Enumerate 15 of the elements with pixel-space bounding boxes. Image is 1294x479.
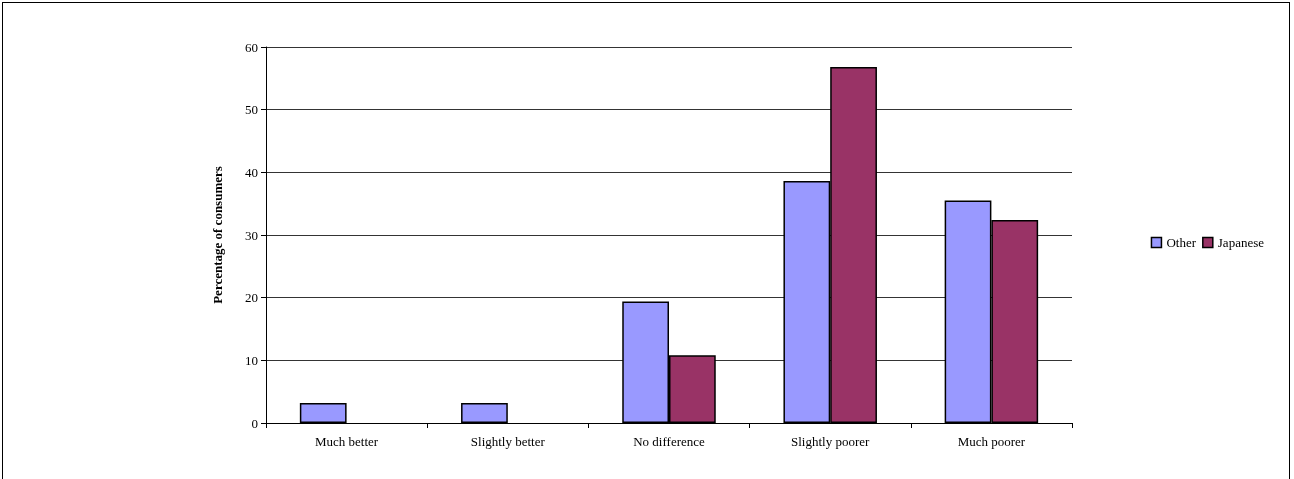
x-tick-label: Much poorer [957,434,1026,449]
x-tick-label: Much better [315,434,379,449]
y-tick-label: 60 [245,39,258,55]
y-tick-label: 30 [245,227,258,243]
legend-label: Japanese [1217,235,1265,250]
y-tick-label: 10 [245,352,258,368]
y-tick-label: 20 [245,290,258,306]
y-tick-label: 50 [245,102,258,118]
x-tick-label: No difference [633,434,706,449]
legend-label: Other [1166,235,1197,250]
y-tick-label: 0 [251,415,258,431]
x-tick-label: Slightly poorer [791,434,871,449]
y-tick-label: 40 [245,164,258,180]
x-tick-label: Slightly better [470,434,546,449]
y-axis-title: Percentage of consumers [210,166,225,304]
